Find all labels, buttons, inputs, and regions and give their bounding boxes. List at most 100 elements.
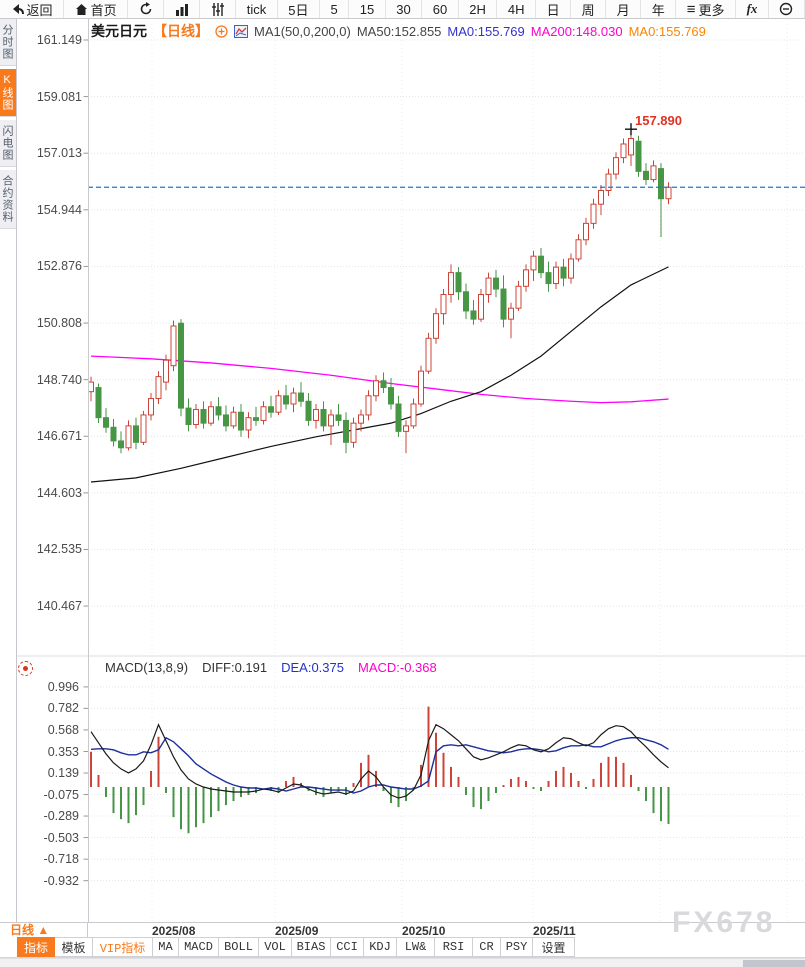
- macd-title: MACD(13,8,9): [105, 660, 189, 675]
- symbol-name: 美元日元: [91, 23, 147, 39]
- indicator-tab-MACD[interactable]: MACD: [179, 937, 219, 957]
- sidebar-item-2[interactable]: 闪电图: [0, 120, 16, 167]
- home-button[interactable]: 首页: [64, 0, 129, 18]
- sidebar-item-0[interactable]: 分时图: [0, 19, 16, 66]
- macd-settings-icon[interactable]: [18, 661, 33, 676]
- macd-tick-label: 0.782: [47, 701, 79, 716]
- candle-body: [583, 222, 589, 241]
- more-button[interactable]: ≡ 更多: [676, 0, 737, 18]
- h-scrollbar-thumb[interactable]: [743, 960, 805, 967]
- candle-body: [230, 411, 237, 427]
- refresh-button[interactable]: [128, 0, 165, 18]
- back-button[interactable]: 返回: [0, 0, 65, 18]
- candle-body: [95, 387, 102, 419]
- interval-button-2H[interactable]: 2H: [459, 0, 498, 18]
- add-indicator-icon[interactable]: [215, 24, 228, 38]
- indicator-tab-PSY[interactable]: PSY: [501, 937, 533, 957]
- home-label: 首页: [90, 2, 117, 18]
- candle-body: [253, 417, 259, 421]
- candle-body: [110, 426, 117, 442]
- back-label: 返回: [26, 2, 53, 18]
- indicator-tab-KDJ[interactable]: KDJ: [364, 937, 397, 957]
- candle-body: [283, 395, 289, 405]
- sidebar-item-1[interactable]: K线图: [0, 69, 16, 117]
- macd-tick-label: -0.289: [43, 809, 79, 824]
- candle-body: [358, 414, 364, 424]
- interval-button-60[interactable]: 60: [422, 0, 459, 18]
- indicator-tab-LW&[interactable]: LW&: [397, 937, 435, 957]
- bar-chart-icon: [175, 3, 188, 16]
- macd-tick-label: 0.139: [47, 766, 79, 781]
- interval-button-周[interactable]: 周: [571, 0, 607, 18]
- price-tick-label: 157.013: [36, 146, 82, 161]
- kline-chart-type-button[interactable]: [164, 0, 201, 18]
- interval-button-5[interactable]: 5: [320, 0, 350, 18]
- candle-body: [335, 414, 342, 421]
- sliders-icon: [211, 2, 224, 16]
- candle-body: [620, 143, 627, 159]
- indicator-tab-CCI[interactable]: CCI: [331, 937, 364, 957]
- interval-button-年[interactable]: 年: [641, 0, 677, 18]
- candle-body: [613, 157, 619, 175]
- indicator-tab-指标[interactable]: 指标: [17, 937, 55, 957]
- candle-body: [313, 408, 319, 421]
- candle-body: [305, 400, 312, 421]
- back-icon: [12, 3, 24, 14]
- indicator-tab-设置[interactable]: 设置: [533, 937, 575, 957]
- ma-indicator-icon[interactable]: [234, 24, 248, 38]
- candle-body: [418, 370, 424, 405]
- macd-tick-label: 0.568: [47, 722, 79, 737]
- month-label-2025/10: 2025/10: [402, 924, 446, 938]
- zoom-out-icon: [780, 2, 793, 16]
- indicator-tab-VOL[interactable]: VOL: [259, 937, 292, 957]
- candle-body: [395, 403, 402, 432]
- macd-tick-label: -0.932: [43, 873, 79, 888]
- formula-fx-button[interactable]: fx: [736, 0, 769, 18]
- interval-button-15[interactable]: 15: [349, 0, 386, 18]
- high-price-annotation: 157.890: [635, 113, 682, 128]
- indicator-tab-MA[interactable]: MA: [153, 937, 179, 957]
- candle-body: [650, 165, 657, 181]
- interval-button-4H[interactable]: 4H: [497, 0, 537, 18]
- macd-diff-value: DIFF:0.191: [202, 660, 268, 675]
- sidebar-item-3[interactable]: 合约资料: [0, 170, 16, 229]
- candle-body: [320, 408, 327, 427]
- candle-body: [433, 313, 439, 339]
- candle-body: [260, 406, 267, 421]
- interval-button-月[interactable]: 月: [606, 0, 642, 18]
- period-selector[interactable]: 日线 ▲: [0, 923, 88, 938]
- candle-body: [440, 294, 447, 315]
- h-scrollbar[interactable]: [0, 958, 805, 967]
- indicator-tab-VIP指标[interactable]: VIP指标: [93, 937, 153, 957]
- candle-body: [163, 359, 169, 383]
- interval-tick-button[interactable]: tick: [236, 0, 278, 18]
- indicator-tab-BOLL[interactable]: BOLL: [219, 937, 259, 957]
- candle-body: [478, 294, 484, 320]
- candle-body: [268, 406, 274, 413]
- candle-body: [448, 272, 454, 296]
- indicator-tab-RSI[interactable]: RSI: [435, 937, 473, 957]
- candle-body: [523, 269, 529, 287]
- macd-dea-line: [90, 736, 669, 794]
- candle-body: [125, 425, 132, 449]
- candle-body: [290, 392, 297, 405]
- macd-macd-value: MACD:-0.368: [357, 660, 437, 675]
- macd-tick-label: 0.353: [47, 744, 79, 759]
- candle-body: [575, 239, 582, 260]
- interval-button-日[interactable]: 日: [536, 0, 572, 18]
- interval-button-30[interactable]: 30: [386, 0, 423, 18]
- candle-body: [365, 395, 372, 416]
- indicator-tab-模板[interactable]: 模板: [55, 937, 93, 957]
- candle-body: [388, 387, 394, 405]
- indicator-tab-CR[interactable]: CR: [473, 937, 501, 957]
- candle-body: [155, 376, 162, 400]
- indicator-tab-BIAS[interactable]: BIAS: [292, 937, 331, 957]
- zoom-out-button[interactable]: [769, 0, 805, 18]
- price-tick-label: 140.467: [36, 599, 82, 614]
- interval-5day-button[interactable]: 5日: [278, 0, 320, 18]
- indicator-settings-button[interactable]: [200, 0, 237, 18]
- candle-body: [605, 173, 612, 192]
- candle-body: [500, 288, 507, 320]
- candle-body: [665, 186, 672, 200]
